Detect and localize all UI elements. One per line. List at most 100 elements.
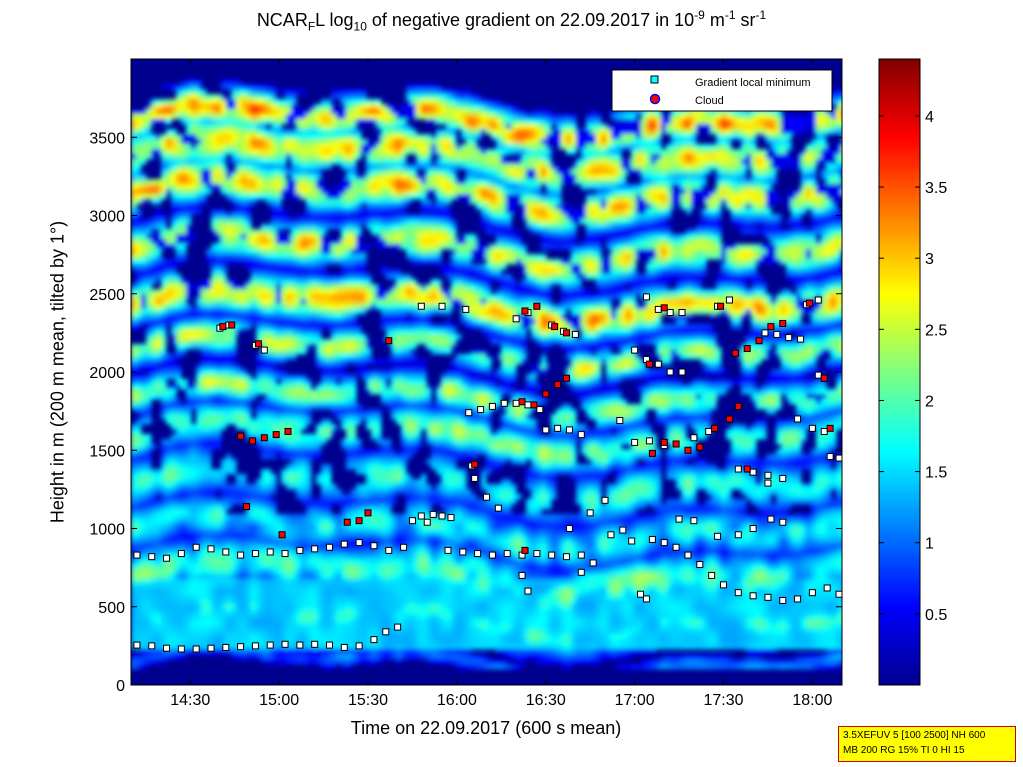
heatmap-cell [181, 189, 187, 195]
heatmap-cell [356, 279, 362, 285]
heatmap-cell [441, 179, 447, 185]
heatmap-cell [186, 164, 192, 170]
heatmap-cell [331, 124, 337, 130]
heatmap-cell [481, 104, 487, 110]
heatmap-cell [816, 274, 822, 280]
heatmap-cell [586, 274, 592, 280]
heatmap-cell [751, 194, 757, 200]
heatmap-cell [441, 149, 447, 155]
heatmap-cell [616, 134, 622, 140]
heatmap-cell [696, 149, 702, 155]
heatmap-cell [741, 174, 747, 180]
heatmap-cell [426, 149, 432, 155]
heatmap-cell [431, 254, 437, 260]
heatmap-cell [151, 234, 157, 240]
heatmap-cell [696, 159, 702, 165]
heatmap-cell [561, 179, 567, 185]
heatmap-cell [751, 109, 757, 115]
heatmap-cell [221, 229, 227, 235]
heatmap-cell [356, 139, 362, 145]
heatmap-cell [816, 129, 822, 135]
heatmap-cell [706, 219, 712, 225]
heatmap-cell [191, 179, 197, 185]
heatmap-cell [141, 264, 147, 270]
heatmap-cell [361, 284, 367, 290]
heatmap-cell [721, 244, 727, 250]
heatmap-cell [811, 139, 817, 145]
heatmap-cell [166, 144, 172, 150]
heatmap-cell [501, 139, 507, 145]
heatmap-cell [656, 134, 662, 140]
heatmap-cell [831, 209, 837, 215]
heatmap-cell [201, 94, 207, 100]
heatmap-cell [326, 214, 332, 220]
heatmap-cell [546, 149, 552, 155]
heatmap-cell [241, 244, 247, 250]
heatmap-cell [686, 229, 692, 235]
heatmap-cell [616, 279, 622, 285]
heatmap-cell [391, 139, 397, 145]
heatmap-cell [806, 144, 812, 150]
heatmap-cell [221, 84, 227, 90]
heatmap-cell [606, 279, 612, 285]
heatmap-cell [436, 244, 442, 250]
heatmap-cell [751, 184, 757, 190]
heatmap-cell [686, 274, 692, 280]
heatmap-cell [586, 184, 592, 190]
heatmap-cell [286, 109, 292, 115]
heatmap-cell [426, 214, 432, 220]
heatmap-cell [311, 149, 317, 155]
heatmap-cell [206, 149, 212, 155]
heatmap-cell [791, 209, 797, 215]
heatmap-cell [501, 109, 507, 115]
heatmap-cell [581, 184, 587, 190]
heatmap-cell [461, 89, 467, 95]
heatmap-cell [591, 154, 597, 160]
heatmap-cell [471, 184, 477, 190]
heatmap-cell [291, 249, 297, 255]
heatmap-cell [141, 244, 147, 250]
heatmap-cell [356, 284, 362, 290]
heatmap-cell [311, 139, 317, 145]
heatmap-cell [251, 114, 257, 120]
heatmap-cell [521, 144, 527, 150]
heatmap-cell [706, 204, 712, 210]
heatmap-cell [501, 219, 507, 225]
heatmap-cell [476, 94, 482, 100]
heatmap-cell [421, 179, 427, 185]
heatmap-cell [726, 249, 732, 255]
heatmap-cell [821, 244, 827, 250]
heatmap-cell [386, 199, 392, 205]
heatmap-cell [346, 244, 352, 250]
heatmap-cell [371, 154, 377, 160]
heatmap-cell [556, 224, 562, 230]
heatmap-cell [181, 119, 187, 125]
heatmap-cell [356, 234, 362, 240]
heatmap-cell [326, 279, 332, 285]
heatmap-cell [581, 274, 587, 280]
heatmap-cell [401, 279, 407, 285]
heatmap-cell [166, 99, 172, 105]
heatmap-cell [406, 99, 412, 105]
heatmap-cell [231, 259, 237, 265]
heatmap-cell [356, 199, 362, 205]
heatmap-cell [701, 144, 707, 150]
heatmap-cell [436, 149, 442, 155]
heatmap-cell [206, 254, 212, 260]
heatmap-cell [466, 184, 472, 190]
heatmap-cell [541, 214, 547, 220]
heatmap-cell [411, 299, 417, 305]
heatmap-cell [836, 184, 842, 190]
heatmap-cell [201, 109, 207, 115]
heatmap-cell [671, 139, 677, 145]
heatmap-cell [171, 224, 177, 230]
heatmap-cell [136, 149, 142, 155]
heatmap-cell [631, 109, 637, 115]
heatmap-cell [446, 184, 452, 190]
heatmap-cell [791, 254, 797, 260]
heatmap-cell [406, 104, 412, 110]
heatmap-cell [211, 264, 217, 270]
heatmap-cell [801, 254, 807, 260]
heatmap-cell [616, 214, 622, 220]
heatmap-cell [586, 139, 592, 145]
